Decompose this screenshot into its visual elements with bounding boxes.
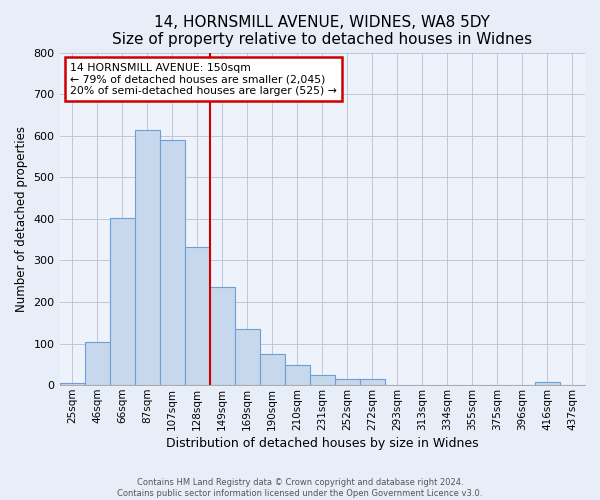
Bar	[160, 140, 185, 385]
Text: Contains HM Land Registry data © Crown copyright and database right 2024.
Contai: Contains HM Land Registry data © Crown c…	[118, 478, 482, 498]
Bar	[185, 247, 209, 385]
Y-axis label: Number of detached properties: Number of detached properties	[15, 126, 28, 312]
Bar	[285, 365, 310, 385]
Bar	[134, 130, 160, 385]
Bar	[85, 342, 110, 385]
Bar	[209, 286, 235, 385]
Bar	[110, 218, 134, 385]
Bar	[535, 382, 560, 385]
Bar	[360, 379, 385, 385]
Text: 14 HORNSMILL AVENUE: 150sqm
← 79% of detached houses are smaller (2,045)
20% of : 14 HORNSMILL AVENUE: 150sqm ← 79% of det…	[70, 62, 337, 96]
Bar	[235, 329, 260, 385]
Bar	[335, 379, 360, 385]
Bar	[310, 375, 335, 385]
Bar	[59, 383, 85, 385]
Title: 14, HORNSMILL AVENUE, WIDNES, WA8 5DY
Size of property relative to detached hous: 14, HORNSMILL AVENUE, WIDNES, WA8 5DY Si…	[112, 15, 532, 48]
X-axis label: Distribution of detached houses by size in Widnes: Distribution of detached houses by size …	[166, 437, 479, 450]
Bar	[260, 354, 285, 385]
